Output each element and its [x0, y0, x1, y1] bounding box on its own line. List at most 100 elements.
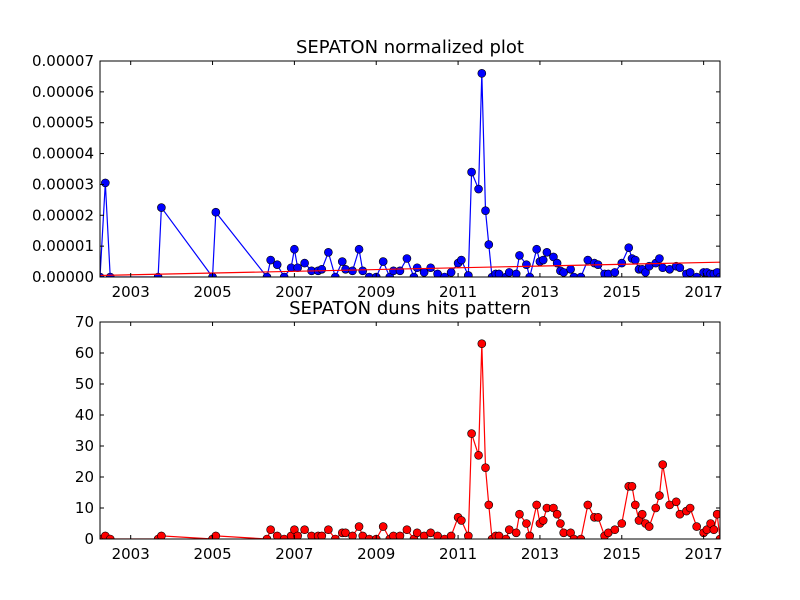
x-tick-label: 2017	[685, 283, 723, 301]
data-point	[504, 268, 514, 277]
data-point	[331, 534, 340, 539]
data-point	[569, 272, 579, 277]
data-point	[272, 260, 282, 269]
data-point	[279, 534, 289, 539]
series-line	[100, 261, 720, 277]
data-point	[576, 272, 586, 277]
data-point	[644, 522, 654, 531]
y-tick-label: 0.00007	[32, 52, 94, 70]
data-point	[440, 534, 449, 539]
data-point	[569, 534, 579, 539]
x-tick-label: 2007	[275, 545, 313, 563]
y-tick-label: 70	[75, 313, 94, 331]
chart-title: SEPATON normalized plot	[296, 37, 524, 58]
data-point	[525, 531, 534, 539]
hits-ticks-layer: 2003 2005 2007 2009 2011 2013 2015 2017 0 10 20 30 4…	[75, 313, 723, 563]
data-point	[402, 525, 412, 535]
normalized-series-layer	[100, 69, 720, 277]
data-point	[692, 272, 701, 277]
x-tick-label: 2017	[685, 545, 723, 563]
x-tick-label: 2007	[275, 283, 313, 301]
chart-title: SEPATON duns hits pattern	[289, 298, 531, 319]
data-point	[341, 264, 350, 274]
y-tick-label: 60	[75, 344, 94, 362]
data-point	[484, 240, 494, 249]
plot-frame	[99, 60, 721, 278]
y-tick-label: 50	[75, 375, 94, 393]
x-tick-label: 2011	[439, 283, 477, 301]
duns-hits-axes: SEPATON duns hits pattern 2003 2005 2007 20…	[75, 298, 723, 563]
data-point	[211, 207, 221, 217]
data-point	[651, 503, 661, 513]
data-point	[481, 463, 490, 473]
y-tick-label: 0.00000	[32, 268, 94, 286]
x-tick-label: 2005	[193, 283, 231, 301]
data-point	[511, 269, 521, 277]
data-point	[501, 534, 511, 539]
data-point	[409, 272, 419, 277]
data-point	[412, 263, 422, 273]
data-point	[348, 266, 357, 276]
data-point	[300, 258, 309, 268]
data-point	[566, 264, 575, 274]
data-point	[293, 263, 302, 273]
data-point	[290, 244, 299, 254]
data-point	[402, 254, 412, 263]
data-point	[457, 516, 466, 525]
data-point	[157, 203, 166, 212]
data-point	[467, 167, 476, 177]
data-point	[511, 528, 521, 538]
data-point	[378, 257, 388, 266]
data-point	[157, 531, 166, 539]
y-tick-label: 20	[75, 468, 94, 486]
data-point	[348, 531, 357, 539]
data-point	[525, 272, 534, 277]
data-point	[395, 531, 405, 539]
data-point	[709, 525, 719, 535]
data-point	[474, 450, 483, 460]
x-tick-label: 2003	[112, 283, 150, 301]
data-point	[324, 248, 333, 257]
data-point	[474, 184, 483, 194]
data-point	[532, 500, 541, 510]
plot-frame	[99, 321, 721, 540]
data-point	[522, 260, 531, 269]
data-point	[300, 525, 309, 535]
data-point	[583, 500, 593, 510]
data-point	[630, 255, 640, 265]
x-tick-label: 2003	[112, 545, 150, 563]
data-point	[477, 339, 487, 349]
data-point	[446, 531, 456, 539]
data-point	[446, 268, 456, 277]
y-tick-label: 30	[75, 437, 94, 455]
data-point	[542, 248, 552, 257]
data-point	[617, 519, 627, 528]
data-point	[364, 272, 374, 277]
data-point	[552, 509, 562, 519]
data-point	[576, 534, 586, 539]
hits-series-layer	[100, 339, 720, 539]
data-point	[317, 531, 327, 539]
x-tick-label: 2005	[193, 545, 231, 563]
x-tick-label: 2015	[603, 283, 641, 301]
data-point	[101, 178, 110, 188]
data-point	[675, 263, 685, 273]
data-point	[522, 519, 531, 528]
y-tick-label: 0.00003	[32, 175, 94, 193]
x-tick-label: 2015	[603, 545, 641, 563]
data-point	[317, 264, 327, 274]
data-point	[515, 509, 524, 519]
data-point	[630, 500, 640, 510]
data-point	[358, 266, 368, 276]
data-point	[354, 244, 364, 254]
data-point	[331, 272, 340, 277]
data-point	[538, 516, 548, 525]
data-point	[364, 534, 374, 539]
x-tick-label: 2013	[521, 283, 559, 301]
data-point	[378, 522, 388, 531]
data-point	[467, 429, 476, 438]
data-point	[266, 525, 275, 535]
y-tick-label: 40	[75, 406, 94, 424]
